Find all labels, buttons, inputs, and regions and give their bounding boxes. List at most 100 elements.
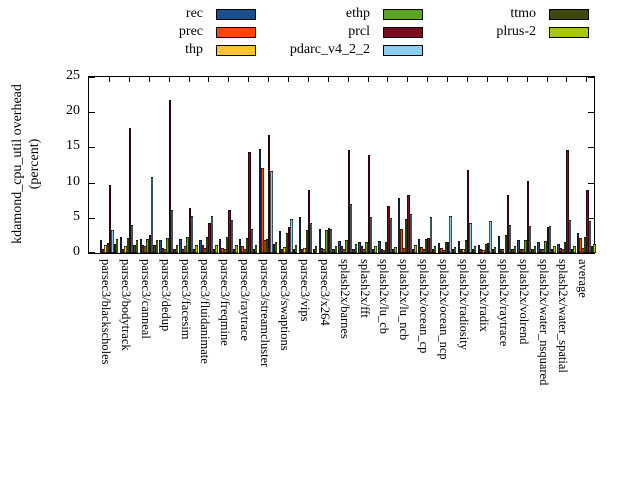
bar-prcl xyxy=(566,149,569,253)
bar-prec xyxy=(320,248,324,253)
x-tick-label: parsec3/vips xyxy=(297,259,312,322)
legend-label-prec: prec xyxy=(178,24,203,39)
bar-ethp xyxy=(564,242,567,253)
bar-thp xyxy=(303,248,306,253)
y-tick-mark xyxy=(89,217,95,219)
x-tick-label: parsec3/freqmine xyxy=(218,259,233,346)
bar-ethp xyxy=(245,238,249,253)
bar-prec xyxy=(181,248,184,253)
bar-rec xyxy=(318,229,321,253)
bar-plrus-2 xyxy=(454,246,457,253)
bar-pdarc_v4_2_2 xyxy=(429,217,432,253)
y-tick-mark xyxy=(89,147,95,149)
x-tick-label: splash2x/water_nsquared xyxy=(536,259,551,386)
bar-plrus-2 xyxy=(573,245,576,253)
bar-prec xyxy=(400,229,403,253)
bar-prec xyxy=(539,248,542,253)
bar-rec xyxy=(378,241,381,253)
bar-ttmo xyxy=(113,243,116,253)
bar-thp xyxy=(223,249,227,253)
y-tick-label: 15 xyxy=(66,138,80,154)
bar-pdarc_v4_2_2 xyxy=(190,215,194,253)
bar-prec xyxy=(340,245,344,253)
bar-prcl xyxy=(327,228,331,253)
bar-ttmo xyxy=(590,245,594,253)
x-tick-mark xyxy=(248,77,250,82)
bar-ttmo xyxy=(352,248,355,253)
bar-rec xyxy=(338,241,341,253)
y-tick-mark xyxy=(588,112,594,114)
x-tick-label: splash2x/radiosity xyxy=(457,259,472,350)
legend-label-rec: rec xyxy=(185,6,203,21)
bar-ethp xyxy=(444,242,448,253)
bar-ttmo xyxy=(551,249,554,253)
bar-ethp xyxy=(365,241,368,253)
bar-rec xyxy=(437,243,441,253)
bar-prec xyxy=(420,246,423,253)
bar-rec xyxy=(258,148,262,253)
bar-plrus-2 xyxy=(135,240,139,253)
bar-thp xyxy=(243,249,246,253)
bar-ethp xyxy=(464,240,468,253)
bar-ethp xyxy=(206,236,209,253)
bar-pdarc_v4_2_2 xyxy=(230,219,233,253)
bar-plrus-2 xyxy=(215,245,218,253)
legend-swatch-ttmo xyxy=(549,9,589,20)
bar-rec xyxy=(418,238,421,253)
x-tick-mark xyxy=(307,77,309,82)
bar-plrus-2 xyxy=(593,243,596,253)
x-tick-label: parsec3/streamcluster xyxy=(258,259,273,368)
y-axis-title-line2: (percent) xyxy=(27,138,42,190)
legend-swatch-thp xyxy=(216,45,256,56)
bar-rec xyxy=(537,242,540,253)
bar-ttmo xyxy=(431,249,435,253)
legend-swatch-plrus-2 xyxy=(549,27,589,38)
x-tick-mark xyxy=(546,77,548,82)
bar-prec xyxy=(559,248,562,253)
bar-ethp xyxy=(146,238,149,253)
bar-prec xyxy=(201,244,204,253)
bar-prec xyxy=(261,167,264,253)
x-tick-mark xyxy=(367,77,369,82)
bar-prcl xyxy=(228,210,231,253)
y-tick-label: 25 xyxy=(66,68,80,83)
bar-plrus-2 xyxy=(294,245,298,253)
bar-ttmo xyxy=(252,248,256,253)
bar-thp xyxy=(104,244,107,253)
bar-ethp xyxy=(126,238,129,253)
plot-area xyxy=(88,76,596,254)
x-tick-label: parsec3/swaptions xyxy=(278,259,292,351)
bar-ttmo xyxy=(193,248,196,253)
bar-prcl xyxy=(208,223,211,253)
bar-prec xyxy=(301,248,304,253)
bar-plrus-2 xyxy=(255,245,258,253)
bar-rec xyxy=(179,238,182,253)
bar-prcl xyxy=(248,151,251,253)
bar-thp xyxy=(203,248,207,253)
x-tick-label: splash2x/water_spatial xyxy=(556,259,571,373)
bar-ethp xyxy=(305,230,308,253)
bar-pdarc_v4_2_2 xyxy=(290,218,293,253)
bar-thp xyxy=(502,249,505,253)
bar-ttmo xyxy=(312,248,315,253)
bar-pdarc_v4_2_2 xyxy=(469,222,472,253)
x-tick-label: splash2x/ocean_ncp xyxy=(437,259,452,360)
x-tick-label: average xyxy=(576,259,591,298)
bar-prec xyxy=(440,248,443,253)
y-tick-mark xyxy=(89,182,95,184)
bar-pdarc_v4_2_2 xyxy=(170,210,174,253)
bar-ethp xyxy=(226,236,229,253)
bar-ethp xyxy=(325,229,328,253)
bar-pdarc_v4_2_2 xyxy=(310,223,313,253)
bar-ttmo xyxy=(173,248,176,253)
bar-prcl xyxy=(486,243,490,253)
bar-prec xyxy=(281,248,284,253)
bar-prec xyxy=(579,238,582,253)
bar-rec xyxy=(119,236,122,253)
bar-ethp xyxy=(405,218,408,253)
x-tick-label: splash2x/ocean_cp xyxy=(417,259,432,354)
bar-ttmo xyxy=(471,249,474,253)
bar-ttmo xyxy=(411,248,415,253)
bar-prcl xyxy=(506,194,510,253)
